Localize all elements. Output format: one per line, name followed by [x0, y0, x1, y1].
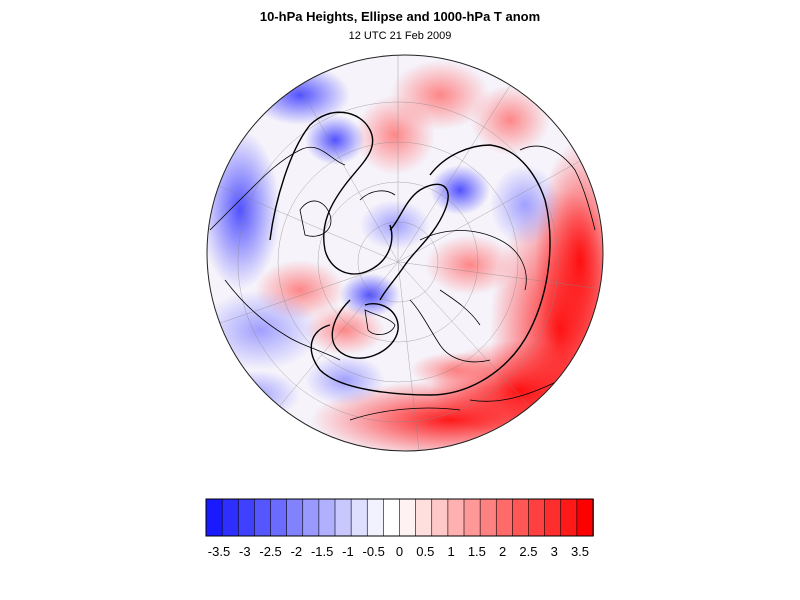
colorbar-swatch — [528, 498, 546, 537]
colorbar-tick-label: 2.5 — [519, 544, 537, 559]
colorbar-swatch — [286, 498, 304, 537]
colorbar-tick-label: -1.5 — [311, 544, 333, 559]
colorbar-tick-label: -3.5 — [208, 544, 230, 559]
colorbar-tick-label: -2.5 — [259, 544, 281, 559]
colorbar-swatch — [544, 498, 562, 537]
colorbar-swatch — [302, 498, 320, 537]
colorbar-swatch — [399, 498, 417, 537]
colorbar-tick-label: -3 — [239, 544, 251, 559]
colorbar-swatch — [221, 498, 240, 537]
graticule — [207, 55, 603, 451]
colorbar-swatch — [512, 498, 530, 537]
colorbar-swatch — [415, 498, 433, 537]
colorbar-swatch — [447, 498, 465, 537]
colorbar-swatch — [463, 498, 481, 537]
chart-title: 10-hPa Heights, Ellipse and 1000-hPa T a… — [259, 9, 541, 24]
colorbar-tick-label: 1 — [447, 544, 454, 559]
colorbar-swatch — [270, 498, 288, 537]
colorbar-swatch — [237, 498, 256, 537]
colorbar-swatch — [495, 498, 514, 537]
colorbar-swatch — [560, 498, 578, 537]
colorbar-tick-label: 0.5 — [416, 544, 434, 559]
colorbar-swatch — [576, 498, 594, 537]
colorbar-swatch — [334, 498, 352, 537]
colorbar-tick-label: 2 — [499, 544, 506, 559]
colorbar-tick-label: -1 — [342, 544, 354, 559]
height-contours — [269, 111, 551, 396]
colorbar-swatch — [479, 498, 498, 537]
colorbar-tick-label: -2 — [291, 544, 303, 559]
colorbar-swatch — [366, 498, 385, 537]
chart-subtitle: 12 UTC 21 Feb 2009 — [348, 30, 452, 42]
colorbar-frame — [205, 498, 594, 537]
colorbar-swatch — [205, 498, 223, 537]
colorbar-swatch — [350, 498, 369, 537]
colorbar-tick-label: -0.5 — [363, 544, 385, 559]
colorbar-swatch — [431, 498, 449, 537]
colorbar-swatch — [383, 498, 401, 537]
colorbar-tick-label: 3 — [551, 544, 558, 559]
globe-outline — [206, 54, 604, 452]
colorbar-tick-label: 0 — [396, 544, 403, 559]
colorbar-swatch — [318, 498, 336, 537]
colorbar-tick-label: 1.5 — [468, 544, 486, 559]
colorbar-swatch — [254, 498, 272, 537]
colorbar-tick-label: 3.5 — [571, 544, 589, 559]
